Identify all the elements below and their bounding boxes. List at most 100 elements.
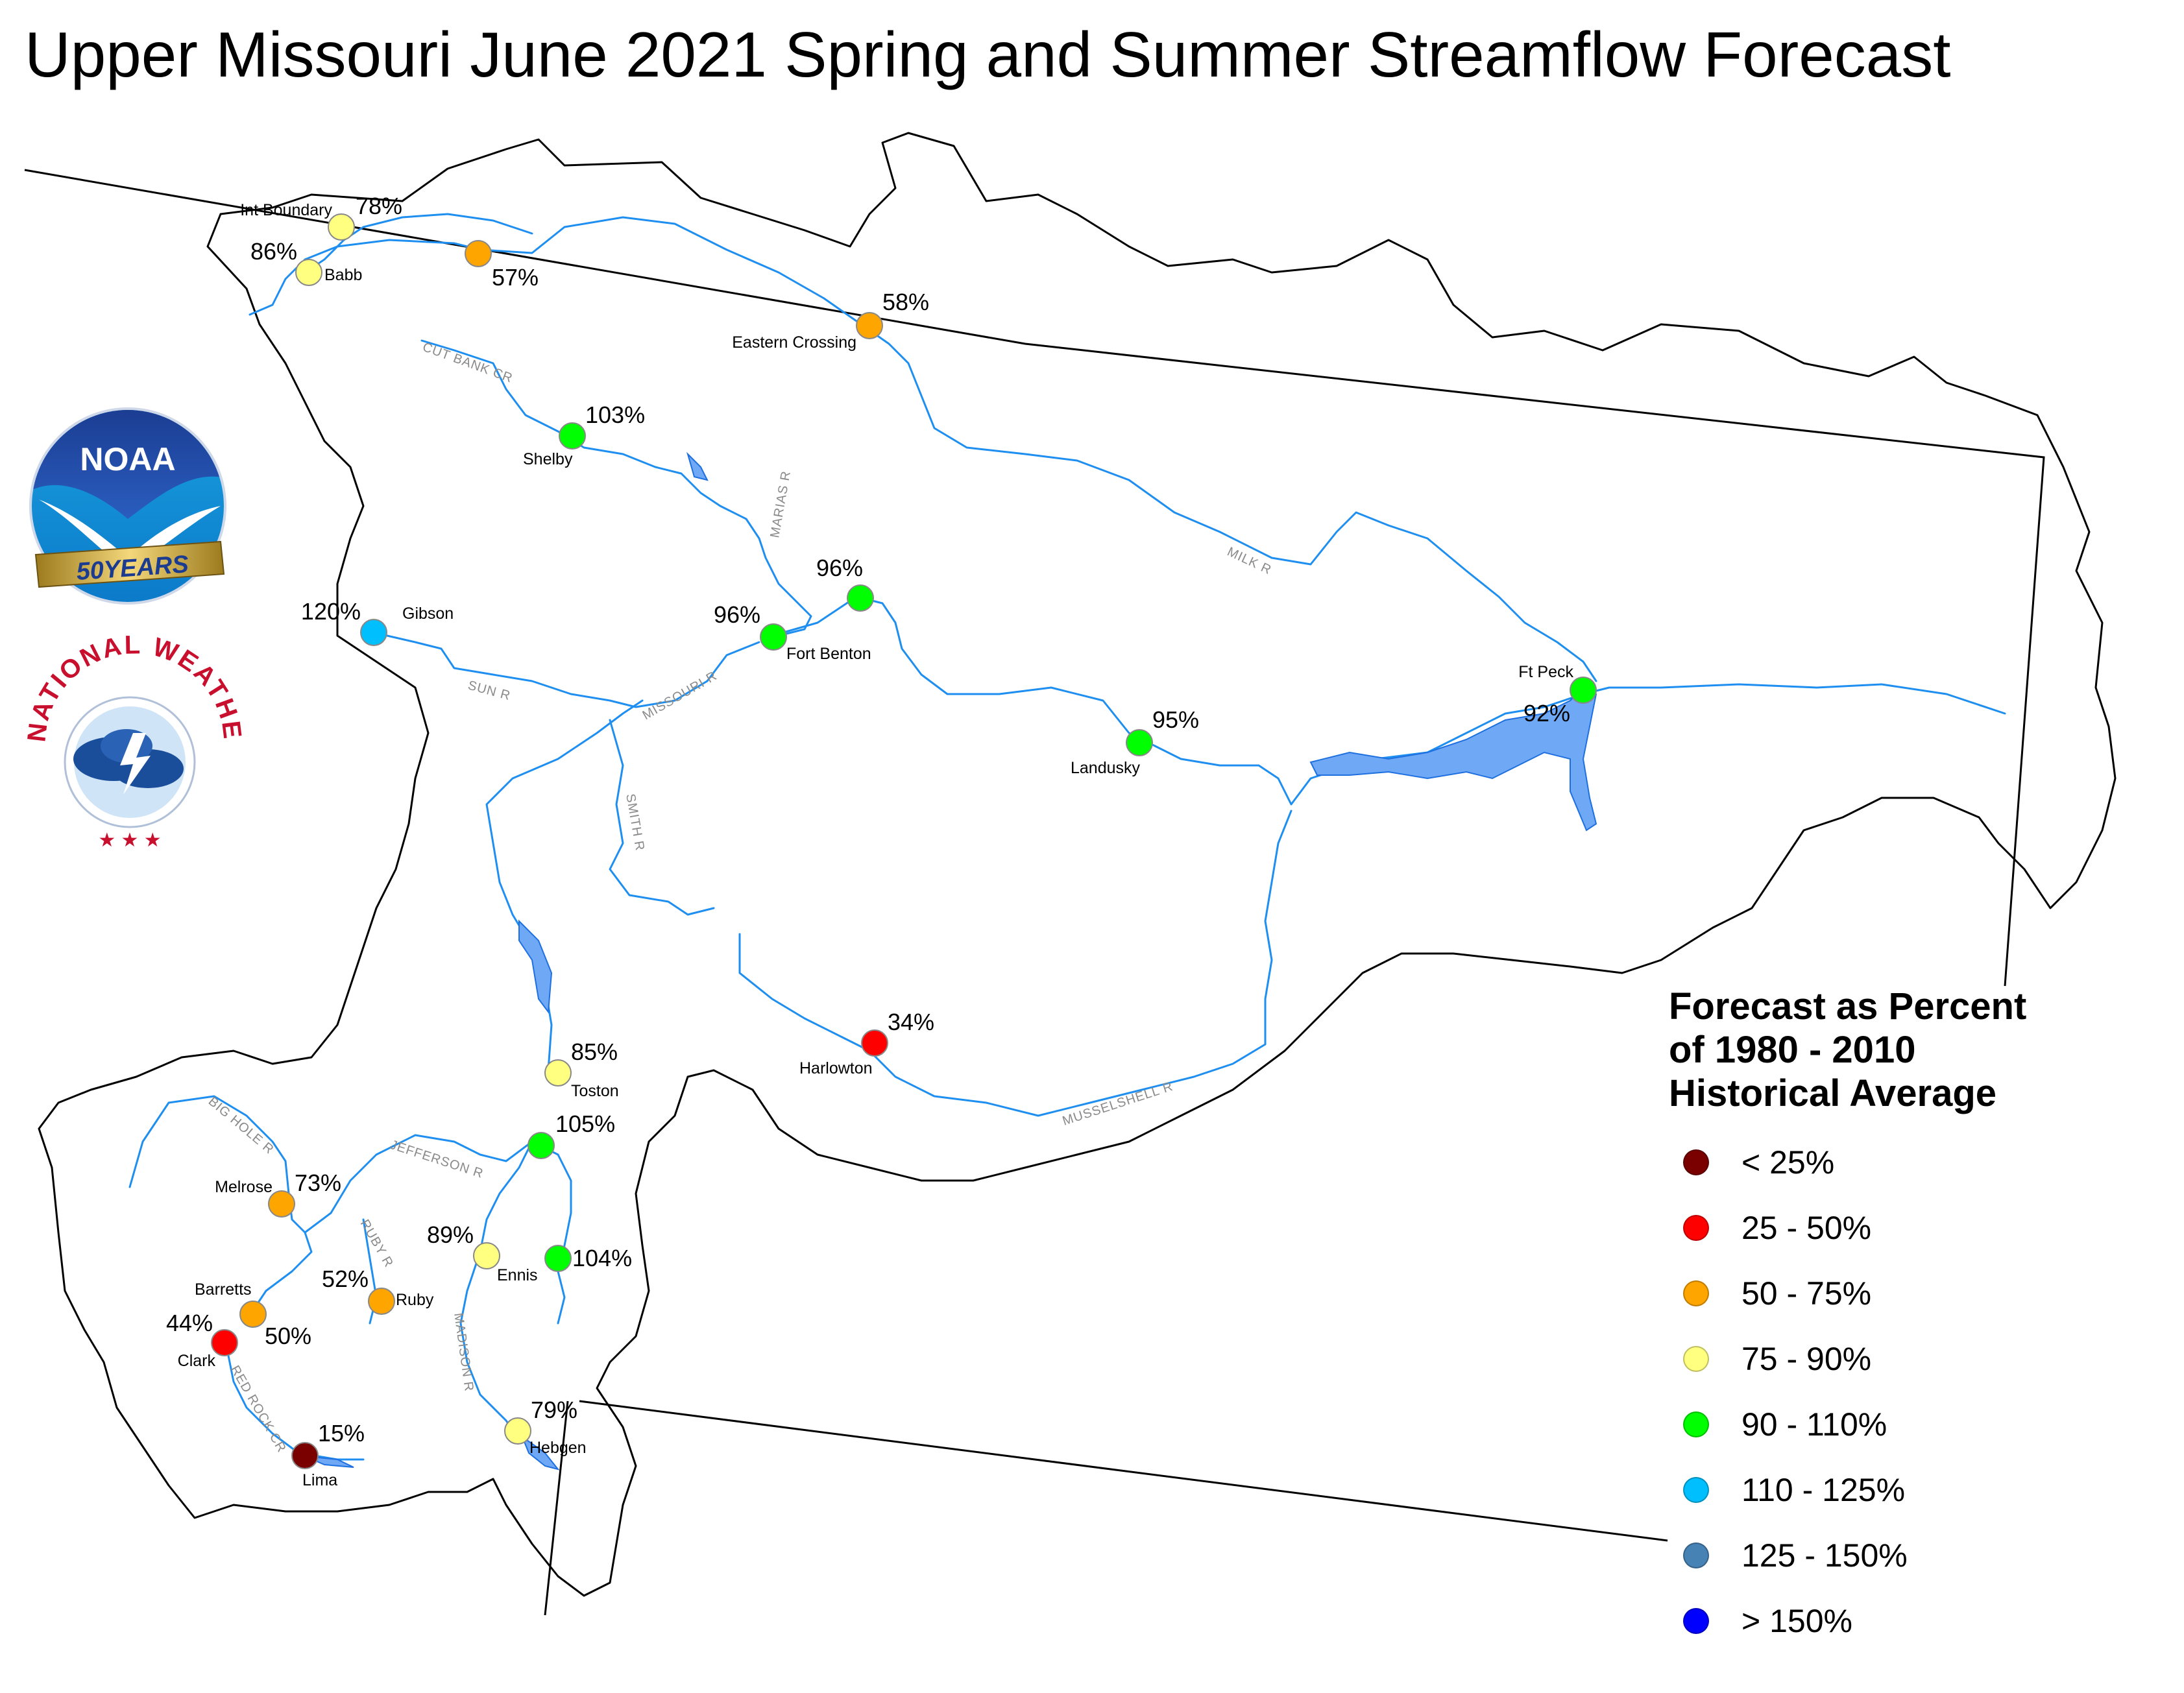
station-three-forks[interactable]: 105%	[528, 1111, 615, 1159]
river-label: MILK R	[1225, 545, 1274, 578]
river-label: MARIAS R	[768, 470, 794, 539]
river-madison	[459, 1140, 533, 1441]
station-marker[interactable]	[847, 584, 874, 612]
station-barretts[interactable]: Barretts 50%	[195, 1280, 311, 1349]
river-beaverhead	[252, 1231, 313, 1312]
river-label: MISSOURI R	[640, 669, 720, 723]
station-percent: 73%	[295, 1170, 341, 1196]
noaa-wordmark: NOAA	[80, 441, 175, 477]
river-milk-upper	[249, 216, 858, 322]
station-toston[interactable]: Toston 85%	[544, 1039, 619, 1100]
legend-swatch	[1683, 1214, 1709, 1241]
station-marker[interactable]	[544, 1245, 572, 1272]
station-percent: 89%	[427, 1221, 474, 1248]
station-melrose[interactable]: Melrose 73%	[215, 1170, 341, 1218]
station-eastern-crossing[interactable]: Eastern Crossing 58%	[732, 289, 929, 352]
station-int-boundary[interactable]: Int Boundary 78%	[240, 193, 402, 241]
station-percent: 105%	[555, 1111, 615, 1137]
river-cutbank	[420, 339, 812, 637]
fort-peck-lake	[1309, 686, 1597, 832]
station-marker[interactable]	[559, 422, 586, 450]
station-gibson[interactable]: Gibson 120%	[301, 598, 454, 646]
station-landusky[interactable]: Landusky 95%	[1071, 706, 1199, 777]
station-marker[interactable]	[328, 213, 355, 241]
river-stmary	[304, 213, 533, 274]
station-marker[interactable]	[360, 619, 387, 646]
station-percent: 104%	[572, 1245, 632, 1271]
river-label: BIG HOLE R	[206, 1094, 277, 1157]
station-loma[interactable]: 96%	[816, 555, 874, 612]
legend-label: 75 - 90%	[1741, 1340, 1872, 1377]
station-marker[interactable]	[861, 1029, 888, 1057]
station-percent: 44%	[166, 1310, 213, 1336]
station-marker[interactable]	[368, 1288, 395, 1315]
station-gallatin-gateway[interactable]: 104%	[544, 1245, 632, 1272]
station-marker[interactable]	[291, 1442, 319, 1469]
station-percent: 85%	[571, 1039, 618, 1065]
station-marker[interactable]	[1126, 729, 1153, 756]
station-ruby[interactable]: Ruby 52%	[322, 1266, 434, 1315]
station-marker[interactable]	[211, 1329, 238, 1356]
legend-item: 110 - 125%	[1669, 1457, 2162, 1522]
station-shelby[interactable]: Shelby 103%	[523, 402, 645, 468]
legend-swatch	[1683, 1149, 1709, 1175]
river-label: JEFFERSON R	[388, 1138, 485, 1181]
station-babb[interactable]: Babb 86%	[250, 238, 362, 286]
river-missouri-upper	[485, 699, 644, 1072]
state-outline-lines	[24, 169, 2045, 1616]
river-label: RUBY R	[358, 1218, 396, 1270]
river-label: SMITH R	[623, 793, 647, 852]
legend-label: 25 - 50%	[1741, 1209, 1872, 1246]
station-percent: 120%	[301, 598, 361, 625]
station-name: Shelby	[523, 450, 573, 468]
legend-title: Forecast as Percent of 1980 - 2010 Histo…	[1669, 985, 2162, 1115]
river-label: RED ROCK CR	[228, 1363, 289, 1456]
station-marker[interactable]	[528, 1132, 555, 1159]
station-marker[interactable]	[504, 1417, 531, 1445]
station-marker[interactable]	[268, 1190, 295, 1218]
station-marker[interactable]	[760, 623, 787, 651]
station-ennis[interactable]: Ennis 89%	[427, 1221, 538, 1284]
basin-boundary	[38, 132, 2117, 1597]
station-marker[interactable]	[1570, 677, 1597, 704]
legend-swatch	[1683, 1542, 1709, 1568]
station-name: Ennis	[497, 1266, 538, 1284]
station-clark[interactable]: Clark 44%	[166, 1310, 238, 1370]
station-marker[interactable]	[239, 1301, 267, 1328]
station-harlowton[interactable]: Harlowton 34%	[799, 1009, 934, 1077]
station-marker[interactable]	[295, 259, 322, 286]
station-name: Ruby	[396, 1291, 434, 1309]
legend-label: 110 - 125%	[1741, 1471, 1906, 1508]
legend-label: > 150%	[1741, 1602, 1852, 1639]
station-marker[interactable]	[465, 240, 492, 267]
legend-swatch	[1683, 1411, 1709, 1437]
legend-swatch	[1683, 1345, 1709, 1372]
canyon-ferry-lake	[518, 919, 553, 1014]
legend-item: 90 - 110%	[1669, 1391, 2162, 1457]
station-name: Melrose	[215, 1178, 273, 1196]
station-name: Hebgen	[529, 1439, 587, 1457]
marias-lake	[686, 451, 709, 481]
station-fort-benton[interactable]: Fort Benton 96%	[714, 601, 871, 663]
legend-swatch	[1683, 1607, 1709, 1634]
station-ft-peck[interactable]: Ft Peck 92%	[1518, 663, 1597, 726]
station-name: Int Boundary	[240, 201, 332, 219]
river-smith	[609, 719, 715, 916]
river-musselshell	[738, 810, 1292, 1117]
legend-title-line: of 1980 - 2010	[1669, 1029, 1916, 1071]
station-marker[interactable]	[473, 1242, 500, 1269]
station-marker[interactable]	[544, 1059, 572, 1087]
river-label: CUT BANK CR	[420, 340, 515, 386]
station-lima[interactable]: Lima 15%	[291, 1420, 365, 1489]
station-st-mary[interactable]: 57%	[465, 240, 539, 291]
station-name: Barretts	[195, 1280, 252, 1299]
legend-label: 50 - 75%	[1741, 1275, 1872, 1312]
station-hebgen[interactable]: Hebgen 79%	[504, 1397, 587, 1457]
legend-label: 90 - 110%	[1741, 1406, 1887, 1443]
station-percent: 92%	[1523, 700, 1570, 726]
station-percent: 79%	[531, 1397, 577, 1423]
legend-item: < 25%	[1669, 1129, 2162, 1195]
legend-item: > 150%	[1669, 1588, 2162, 1653]
station-percent: 57%	[492, 264, 539, 291]
station-marker[interactable]	[856, 312, 883, 339]
